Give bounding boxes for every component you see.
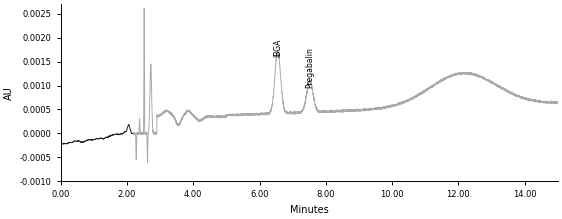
- Y-axis label: AU: AU: [4, 86, 14, 100]
- Text: Pregabalin: Pregabalin: [305, 47, 314, 88]
- X-axis label: Minutes: Minutes: [290, 205, 329, 215]
- Text: IBGA: IBGA: [273, 39, 282, 57]
